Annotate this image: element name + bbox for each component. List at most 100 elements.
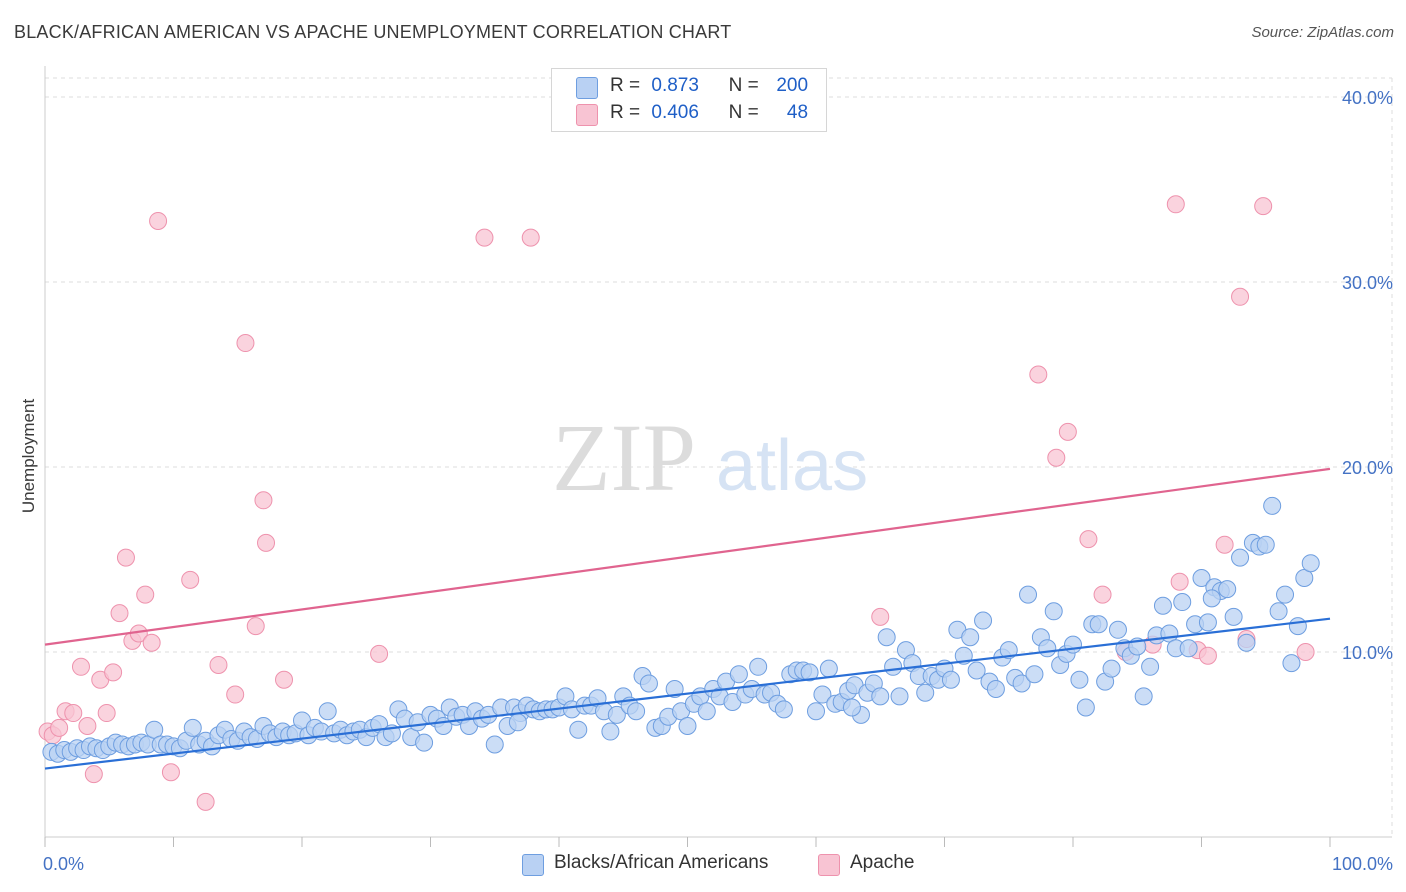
- x-tick-label-0: 0.0%: [43, 854, 84, 874]
- y-tick-label-2: 30.0%: [1342, 273, 1393, 293]
- apache-point-42: [1198, 646, 1217, 665]
- legend-text-apache: R = 0.406 N = 48: [610, 102, 808, 124]
- blacks-point-147: [986, 680, 1005, 698]
- blacks-point-118: [800, 663, 819, 682]
- blacks-point-161: [1076, 698, 1095, 717]
- apache-trend-line: [44, 467, 1331, 646]
- x-tick-labels: 0.0% 100.0%: [43, 854, 1393, 874]
- apache-point-35: [1079, 530, 1098, 549]
- apache-point-43: [1215, 535, 1234, 554]
- axes: [44, 66, 1392, 847]
- apache-point-29: [475, 228, 494, 247]
- blacks-point-177: [1179, 639, 1198, 658]
- apache-point-21: [209, 655, 228, 674]
- legend-r-label: R =: [610, 102, 641, 123]
- apache-point-19: [181, 570, 200, 589]
- blacks-point-136: [916, 683, 935, 702]
- blacks-point-198: [842, 698, 861, 717]
- watermark: ZIP atlas: [552, 404, 868, 511]
- blacks-point-151: [1012, 674, 1031, 693]
- y-axis-label: Unemployment: [19, 399, 38, 514]
- apache-point-33: [1047, 448, 1066, 467]
- blacks-point-156: [1044, 602, 1063, 621]
- blacks-point-189: [1256, 535, 1275, 554]
- apache-point-31: [871, 607, 890, 626]
- x-tick-label-1: 100.0%: [1332, 854, 1393, 874]
- apache-point-24: [246, 617, 265, 636]
- apache-point-27: [275, 670, 294, 689]
- blacks-point-171: [1141, 657, 1160, 676]
- watermark-zip: ZIP: [552, 404, 696, 511]
- blacks-point-160: [1070, 670, 1089, 689]
- blacks-point-183: [1218, 580, 1237, 599]
- blacks-point-110: [749, 657, 768, 676]
- blacks-point-145: [974, 611, 993, 630]
- legend-swatch-blue: [576, 77, 598, 99]
- blacks-point-179: [1192, 569, 1211, 587]
- correlation-legend: R = 0.873 N = 200 R = 0.406 N = 48: [551, 68, 827, 132]
- bottom-legend-label-apache: Apache: [850, 852, 915, 873]
- apache-point-23: [236, 334, 255, 353]
- blacks-point-155: [1038, 639, 1057, 658]
- blacks-point-190: [1263, 496, 1282, 515]
- source-label: Source: ZipAtlas.com: [1251, 24, 1394, 41]
- legend-n-value: 200: [776, 75, 809, 96]
- legend-text-blacks: R = 0.873 N = 200: [610, 75, 808, 97]
- series-blacks-points: [42, 496, 1320, 763]
- blacks-point-107: [729, 665, 748, 684]
- y-tick-labels: 10.0% 20.0% 30.0% 40.0%: [1342, 88, 1393, 663]
- blacks-point-114: [774, 700, 793, 719]
- blacks-point-102: [697, 702, 716, 721]
- apache-point-4: [64, 704, 83, 723]
- chart-title: BLACK/AFRICAN AMERICAN VS APACHE UNEMPLO…: [14, 22, 732, 42]
- blacks-point-22: [183, 718, 202, 737]
- bottom-legend-swatch-pink: [818, 854, 840, 876]
- blacks-point-69: [485, 735, 504, 754]
- blacks-point-132: [890, 687, 909, 706]
- blacks-point-93: [639, 674, 658, 693]
- apache-point-9: [97, 704, 116, 723]
- blacks-point-180: [1198, 613, 1217, 632]
- apache-point-20: [196, 792, 215, 811]
- blacks-point-143: [961, 628, 980, 647]
- blacks-point-82: [569, 720, 588, 739]
- legend-r-label: R =: [610, 75, 641, 96]
- apache-point-26: [257, 533, 276, 552]
- blacks-point-159: [1064, 635, 1082, 654]
- blacks-point-185: [1231, 548, 1250, 567]
- blacks-point-199: [508, 713, 527, 732]
- y-tick-label-0: 10.0%: [1342, 643, 1393, 663]
- blacks-point-144: [967, 661, 986, 680]
- apache-point-11: [110, 604, 129, 623]
- y-tick-label-3: 40.0%: [1342, 88, 1393, 108]
- blacks-point-87: [601, 722, 620, 741]
- blacks-point-192: [1276, 585, 1295, 604]
- legend-swatch-pink: [576, 104, 598, 126]
- blacks-point-130: [877, 628, 896, 647]
- blacks-point-166: [1108, 620, 1127, 639]
- apache-point-17: [149, 211, 168, 230]
- trend-lines: [44, 467, 1331, 770]
- watermark-atlas: atlas: [716, 426, 868, 506]
- legend-r-value: 0.406: [651, 102, 699, 123]
- blacks-trend-line: [44, 617, 1331, 770]
- apache-point-30: [521, 228, 540, 247]
- blacks-point-88: [607, 705, 626, 724]
- blacks-point-131: [884, 657, 903, 676]
- apache-point-22: [226, 685, 245, 704]
- blacks-point-152: [1019, 585, 1038, 604]
- legend-n-label: N =: [728, 75, 759, 96]
- apache-point-39: [1166, 195, 1185, 214]
- apache-point-15: [136, 585, 155, 604]
- legend-r-value: 0.873: [651, 75, 699, 96]
- apache-point-28: [370, 644, 389, 663]
- apache-point-47: [1296, 643, 1315, 661]
- blacks-point-176: [1173, 593, 1192, 612]
- blacks-point-165: [1102, 659, 1121, 678]
- apache-point-2: [50, 718, 69, 737]
- blacks-point-186: [1237, 633, 1256, 652]
- blacks-point-173: [1153, 596, 1172, 615]
- blacks-point-191: [1269, 602, 1288, 621]
- blacks-point-153: [1025, 665, 1044, 684]
